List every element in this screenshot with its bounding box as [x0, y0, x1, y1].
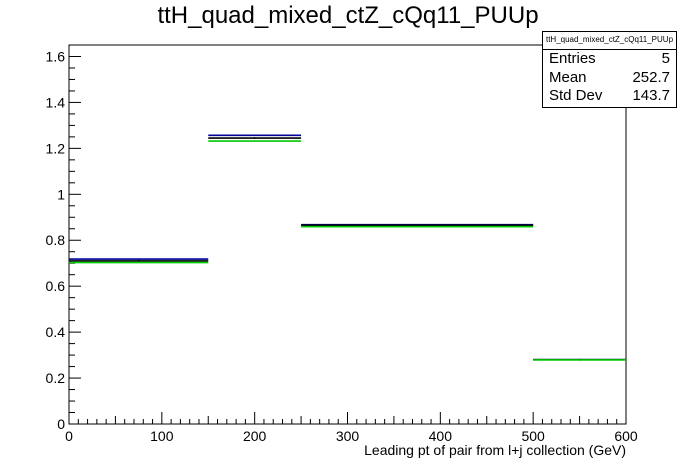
- stats-value: 252.7: [632, 68, 670, 86]
- y-tick-label: 1.6: [46, 48, 66, 64]
- stats-label: Mean: [549, 68, 587, 86]
- x-axis: 0 100 200 300 400 500 600: [65, 412, 638, 444]
- y-tick-label: 0.4: [46, 324, 66, 340]
- stats-title: ttH_quad_mixed_ctZ_cQq11_PUUp: [543, 32, 676, 50]
- stats-row-entries: Entries 5: [543, 50, 676, 69]
- y-tick-label: 1.2: [46, 140, 66, 156]
- stats-row-mean: Mean 252.7: [543, 69, 676, 88]
- x-tick-label: 100: [150, 428, 174, 444]
- stats-row-stddev: Std Dev 143.7: [543, 87, 676, 106]
- stats-label: Entries: [549, 50, 596, 67]
- x-tick-label: 300: [336, 428, 360, 444]
- stats-box: ttH_quad_mixed_ctZ_cQq11_PUUp Entries 5 …: [542, 31, 677, 108]
- x-tick-label: 200: [243, 428, 267, 444]
- chart-title: ttH_quad_mixed_ctZ_cQq11_PUUp: [157, 2, 539, 29]
- y-tick-label: 0.2: [46, 370, 66, 386]
- x-axis-label: Leading pt of pair from l+j collection (…: [364, 442, 626, 458]
- y-tick-label: 0: [57, 416, 65, 432]
- y-tick-label: 1.4: [46, 94, 66, 110]
- x-tick-label: 500: [521, 428, 545, 444]
- stats-value: 143.7: [632, 87, 670, 104]
- y-tick-label: 1: [57, 186, 65, 202]
- x-tick-label: 600: [614, 428, 638, 444]
- y-tick-label: 0.8: [46, 232, 66, 248]
- stats-value: 5: [661, 50, 670, 67]
- y-axis: 0 0.2 0.4 0.6 0.8 1 1.2 1.4 1.6: [46, 44, 81, 432]
- x-tick-label: 0: [65, 428, 73, 444]
- x-tick-label: 400: [429, 428, 453, 444]
- y-tick-label: 0.6: [46, 278, 66, 294]
- stats-label: Std Dev: [549, 87, 603, 104]
- histogram-series: [69, 134, 626, 361]
